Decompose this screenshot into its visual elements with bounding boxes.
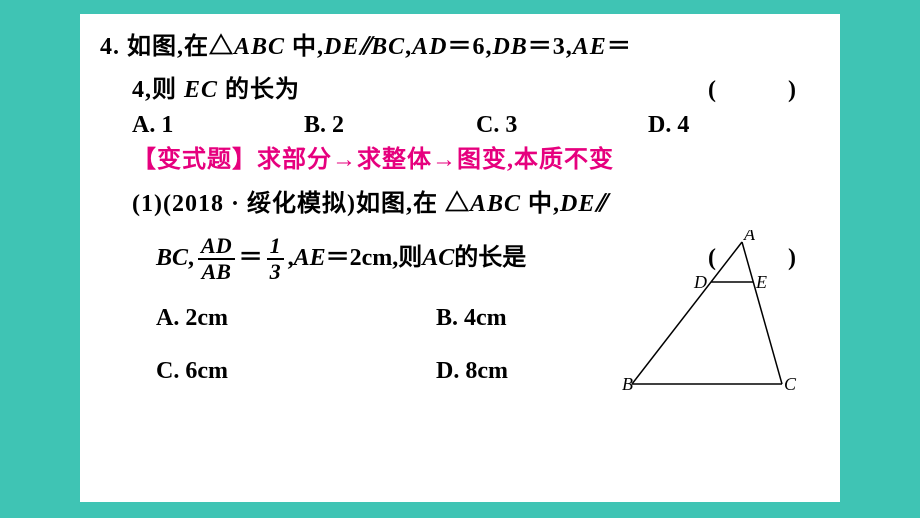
sub1-options-area: A. 2cm B. 4cm C. 6cm D. 8cm A B C D E xyxy=(100,292,820,398)
problem-number: 4. xyxy=(100,34,127,60)
line-ac xyxy=(742,242,782,384)
answer-paren: ( ) xyxy=(708,69,820,112)
sub1-option-a: A. 2cm xyxy=(156,292,436,345)
label-d: D xyxy=(693,272,707,292)
label-e: E xyxy=(755,272,767,292)
content-panel: 4. 如图,在△ABC 中,DE⫽BC,AD＝6,DB＝3,AE＝ 4,则 EC… xyxy=(80,14,840,502)
triangle-diagram: A B C D E xyxy=(622,230,802,394)
option-a: A. 1 xyxy=(132,112,304,139)
problem4-line2: 4,则 EC 的长为( ) xyxy=(100,69,820,112)
label-b: B xyxy=(622,374,633,394)
label-c: C xyxy=(784,374,797,394)
line-ab xyxy=(632,242,742,384)
fraction-1-3: 1 3 xyxy=(267,234,284,284)
option-b: B. 2 xyxy=(304,112,476,139)
option-c: C. 3 xyxy=(476,112,648,139)
option-d: D. 4 xyxy=(648,112,820,139)
sub1-option-c: C. 6cm xyxy=(156,345,436,398)
problem4-options: A. 1 B. 2 C. 3 D. 4 xyxy=(100,112,820,139)
variant-title: 【变式题】求部分→求整体→图变,本质不变 xyxy=(100,139,820,182)
label-a: A xyxy=(743,230,756,244)
sub1-line1: (1)(2018 · 绥化模拟)如图,在 △ABC 中,DE⫽ xyxy=(100,183,820,226)
problem4-line1: 4. 如图,在△ABC 中,DE⫽BC,AD＝6,DB＝3,AE＝ xyxy=(100,26,820,69)
fraction-ad-ab: AD AB xyxy=(198,234,235,284)
